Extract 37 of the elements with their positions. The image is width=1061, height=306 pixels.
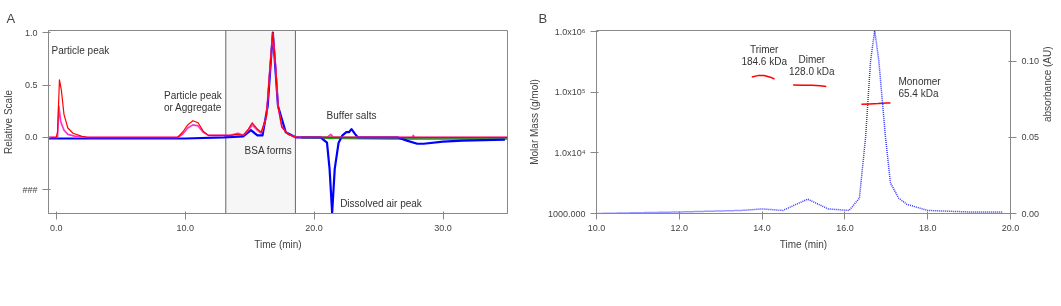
band-label: BSA forms: [244, 145, 292, 157]
x-tick-label: 30.0: [434, 222, 452, 233]
y-tick-label: 0.5: [24, 80, 38, 91]
y-tick-label: ###: [22, 184, 38, 195]
y-tick-label: 1000.000: [547, 208, 586, 219]
annotation: Dimer 128.0 kDa: [788, 54, 836, 78]
y2-axis-title: absorbance (AU): [1041, 46, 1053, 122]
x-tick-label: 16.0: [836, 222, 854, 233]
x-tick-label: 10.0: [587, 222, 606, 233]
x-tick-label: 0.0: [49, 222, 63, 233]
x-axis-title: Time (min): [254, 238, 302, 250]
line-series: [48, 32, 508, 139]
y-tick-label: 1.0x10⁶: [554, 26, 586, 37]
y-tick-label: 1.0x10⁵: [554, 87, 586, 98]
y-tick-label: 1.0: [24, 27, 38, 38]
x-tick-label: 12.0: [670, 222, 689, 233]
y-axis-title: Relative Scale: [3, 89, 15, 154]
y2-tick-label: 0.00: [1021, 208, 1040, 219]
x-tick-label: 18.0: [918, 222, 937, 233]
annotation: Particle peak: [51, 44, 111, 56]
chart-title: A: [6, 10, 16, 26]
x-axis-title: Time (min): [779, 238, 828, 250]
x-tick-label: 10.0: [176, 222, 194, 233]
x-tick-label: 14.0: [753, 222, 771, 233]
y-axis-title: Molar Mass (g/mol): [528, 79, 540, 165]
y-tick-label: 1.0x10⁴: [554, 147, 586, 158]
chart-title: B: [538, 10, 548, 26]
y2-tick-label: 0.10: [1021, 56, 1040, 66]
x-tick-label: 20.0: [305, 222, 323, 233]
x-tick-label: 20.0: [1001, 222, 1020, 233]
y2-tick-label: 0.05: [1021, 132, 1040, 143]
annotation: Dissolved air peak: [340, 197, 423, 209]
y-tick-label: 0.0: [24, 132, 38, 143]
annotation: Trimer 184.6 kDa: [741, 44, 788, 68]
annotation: Particle peak or Aggregate: [164, 89, 223, 113]
annotation: Buffer salts: [326, 110, 377, 122]
annotation: Monomer 65.4 kDa: [898, 75, 942, 99]
